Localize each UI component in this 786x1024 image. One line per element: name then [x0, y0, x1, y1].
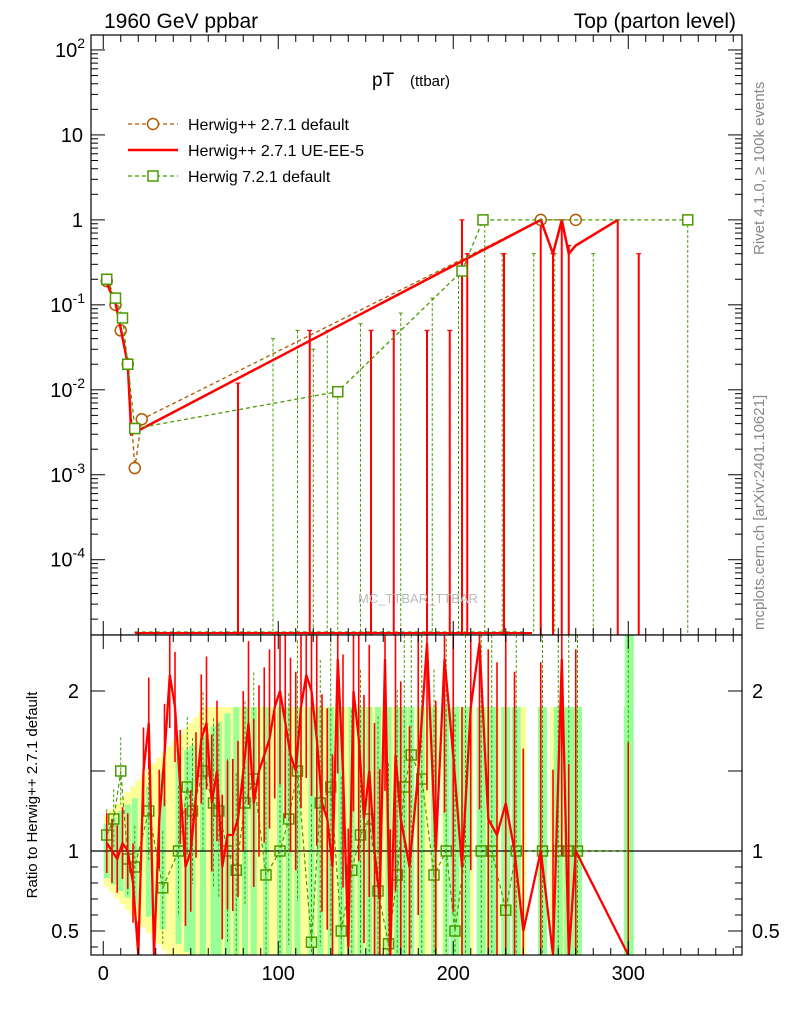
ratio-point-herwig721 [428, 869, 440, 881]
legend-label-ueee5: Herwig++ 2.7.1 UE-EE-5 [188, 143, 364, 160]
ratio-point-herwig721 [274, 845, 286, 857]
ratio-point-herwig721 [186, 805, 199, 817]
x-tick-label: 0 [98, 963, 109, 985]
plot-title: pT [372, 70, 395, 91]
x-tick-label: 300 [612, 963, 645, 985]
ratio-point-herwig721 [115, 765, 127, 777]
y-tick-label: 102 [55, 35, 85, 62]
x-tick-label: 100 [262, 963, 295, 985]
series-line-herwig721 [106, 219, 688, 430]
y-tick-label: 10-3 [50, 460, 85, 487]
uncertainty-band-ueee5 [382, 707, 388, 955]
analysis-watermark: MC_TTBAR_TTBAR [358, 591, 478, 606]
ratio-y-tick-label: 2 [68, 681, 79, 703]
uncertainty-band-herwig721 [263, 707, 269, 955]
uncertainty-band-ueee5 [266, 707, 273, 955]
ratio-y-axis-label: Ratio to Herwig++ 2.7.1 default [24, 691, 41, 899]
ratio-point-herwig721 [335, 925, 347, 937]
uncertainty-band-ueee5 [298, 707, 304, 955]
data-point-herwig721 [456, 265, 468, 277]
ratio-point-herwig721 [108, 813, 120, 825]
y-tick-label: 10 [61, 125, 83, 147]
data-point-herwig721 [122, 358, 134, 370]
data-point-herwig721 [332, 385, 344, 398]
ratio-y-tick-label-right: 1 [752, 841, 763, 863]
y-tick-label: 1 [72, 210, 83, 232]
uncertainty-band-ueee5 [424, 707, 430, 955]
ratio-point-herwig721 [382, 938, 395, 950]
data-point-herwig271 [128, 461, 141, 475]
ratio-y-tick-label: 1 [68, 841, 79, 863]
ratio-point-herwig721 [181, 781, 193, 793]
uncertainty-band-herwig721 [338, 707, 345, 955]
y-tick-label: 10-1 [50, 290, 85, 317]
uncertainty-band-herwig721 [375, 707, 381, 955]
legend-label-herwig721: Herwig 7.2.1 default [188, 169, 331, 186]
ratio-point-herwig721 [283, 813, 295, 825]
legend-marker-herwig721 [147, 170, 159, 182]
data-point-herwig721 [682, 214, 694, 226]
ratio-point-herwig721 [305, 936, 318, 948]
ratio-y-tick-label-right: 2 [752, 681, 763, 703]
plot-subtitle: (ttbar) [410, 73, 450, 90]
data-point-herwig721 [109, 292, 122, 304]
data-point-herwig721 [477, 214, 489, 226]
ratio-point-herwig721 [314, 797, 326, 809]
uncertainty-band-herwig721 [200, 735, 206, 955]
uncertainty-band-ueee5 [303, 707, 310, 955]
ratio-panel: 0.5 0.5 1 1 2 2 [51, 634, 780, 956]
uncertainty-band-ueee5 [334, 707, 341, 955]
data-point-herwig721 [101, 273, 113, 286]
ratio-point-herwig721 [291, 765, 304, 777]
legend-marker-herwig271 [146, 117, 160, 131]
uncertainty-band-herwig721 [242, 707, 248, 955]
legend-label-herwig271: Herwig++ 2.7.1 default [188, 117, 350, 134]
y-tick-label: 10-4 [50, 545, 85, 572]
ratio-y-tick-label: 0.5 [51, 921, 79, 943]
ratio-point-herwig721 [405, 749, 417, 761]
main-panel: 10-4 10-3 10-2 10-1 1 10 102 [50, 34, 743, 636]
ratio-point-herwig721 [325, 781, 337, 793]
uncertainty-band-ueee5 [203, 707, 210, 955]
mcplots-reference-label: mcplots.cern.ch [arXiv:2401.10621] [751, 395, 768, 630]
data-point-herwig721 [116, 312, 129, 324]
y-tick-label: 10-2 [50, 375, 85, 402]
ratio-y-tick-label-right: 0.5 [752, 921, 780, 943]
uncertainty-band-herwig721 [215, 721, 222, 955]
uncertainty-band-herwig721 [624, 635, 634, 955]
ratio-point-herwig721 [354, 829, 367, 841]
x-tick-label: 200 [437, 963, 470, 985]
uncertainty-band-ueee5 [172, 740, 178, 955]
data-point-herwig721 [129, 422, 141, 435]
ratio-line-herwig721 [106, 753, 629, 944]
legend: Herwig++ 2.7.1 default Herwig++ 2.7.1 UE… [128, 117, 364, 186]
ratio-point-herwig721 [510, 845, 522, 857]
rivet-version-label: Rivet 4.1.0, ≥ 100k events [751, 82, 768, 255]
uncertainty-band-ueee5 [245, 707, 252, 955]
ratio-point-herwig721 [260, 869, 272, 881]
ratio-point-herwig721 [449, 925, 461, 937]
header-energy: 1960 GeV ppbar [104, 10, 258, 33]
header-process: Top (parton level) [574, 10, 736, 33]
ratio-line-ueee5 [105, 642, 630, 956]
uncertainty-band-ueee5 [271, 707, 278, 955]
data-point-herwig271 [135, 413, 148, 426]
ratio-point-herwig721 [230, 864, 242, 876]
ratio-point-herwig721 [440, 845, 452, 857]
